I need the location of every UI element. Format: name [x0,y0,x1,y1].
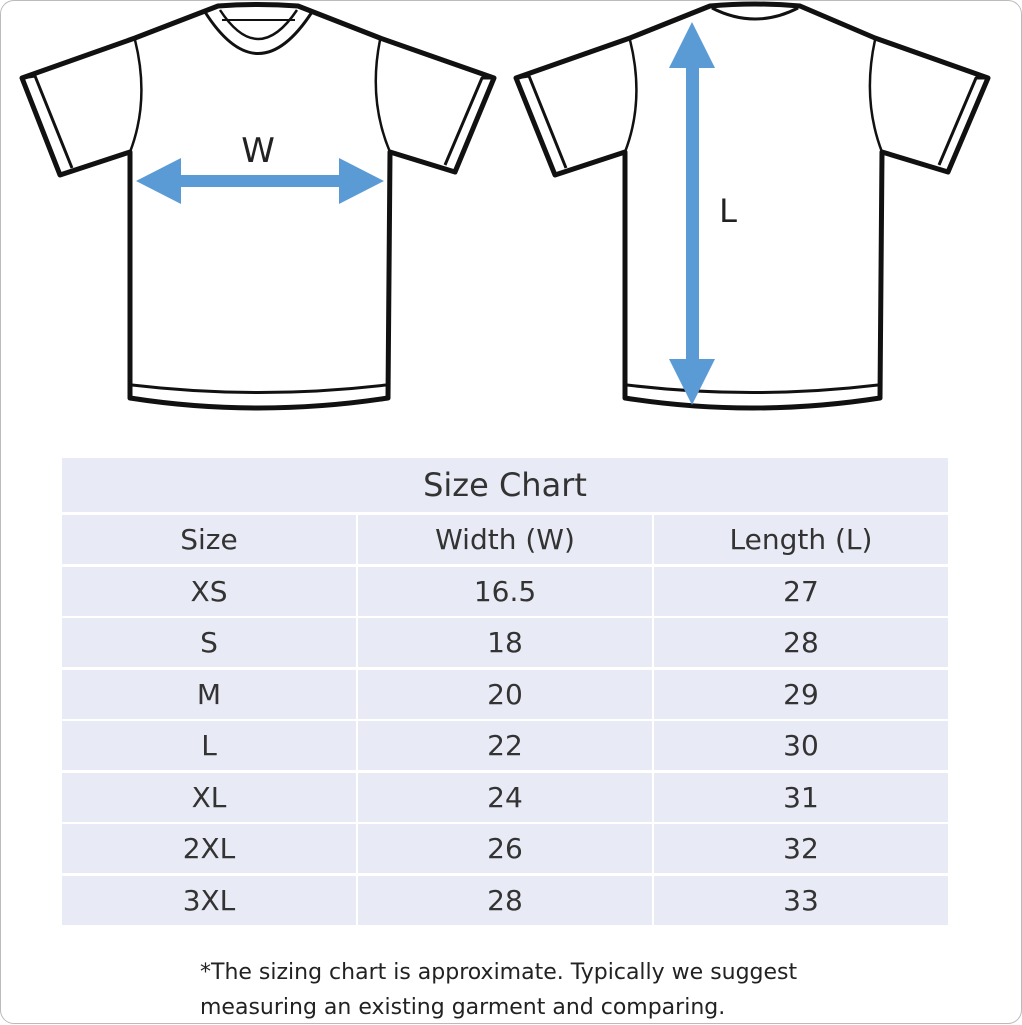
table-row: 3XL 28 33 [62,875,948,925]
table-row: M 20 29 [62,669,948,719]
disclaimer-note: *The sizing chart is approximate. Typica… [200,955,797,1025]
cell-width: 28 [358,875,652,925]
cell-length: 33 [654,875,948,925]
table-row: XS 16.5 27 [62,566,948,616]
cell-size: 3XL [62,875,356,925]
cell-length: 27 [654,566,948,616]
cell-length: 30 [654,721,948,770]
note-line-2: measuring an existing garment and compar… [200,995,726,1020]
cell-length: 31 [654,772,948,822]
width-label: W [241,131,275,171]
cell-length: 32 [654,824,948,873]
note-line-1: *The sizing chart is approximate. Typica… [200,960,798,985]
size-chart-table: Size Chart Size Width (W) Length (L) XS 1… [62,458,948,927]
header-width: Width (W) [358,515,652,564]
cell-size: 2XL [62,824,356,873]
width-arrow [136,158,384,204]
cell-size: XL [62,772,356,822]
cell-length: 29 [654,669,948,719]
length-arrow [669,22,715,405]
cell-size: L [62,721,356,770]
table-row: XL 24 31 [62,772,948,822]
cell-size: M [62,669,356,719]
front-tshirt [19,2,497,411]
cell-width: 24 [358,772,652,822]
cell-width: 22 [358,721,652,770]
header-size: Size [62,515,356,564]
header-length: Length (L) [654,515,948,564]
table-header-row: Size Width (W) Length (L) [62,515,948,564]
tshirt-diagrams: W L [19,1,991,411]
cell-width: 16.5 [358,566,652,616]
length-label: L [719,192,737,230]
cell-size: XS [62,566,356,616]
table-row: S 18 28 [62,618,948,667]
cell-width: 26 [358,824,652,873]
cell-length: 28 [654,618,948,667]
cell-width: 18 [358,618,652,667]
table-title: Size Chart [62,458,948,512]
table-row: 2XL 26 32 [62,824,948,873]
cell-width: 20 [358,669,652,719]
cell-size: S [62,618,356,667]
table-row: L 22 30 [62,721,948,770]
back-tshirt [513,1,991,411]
